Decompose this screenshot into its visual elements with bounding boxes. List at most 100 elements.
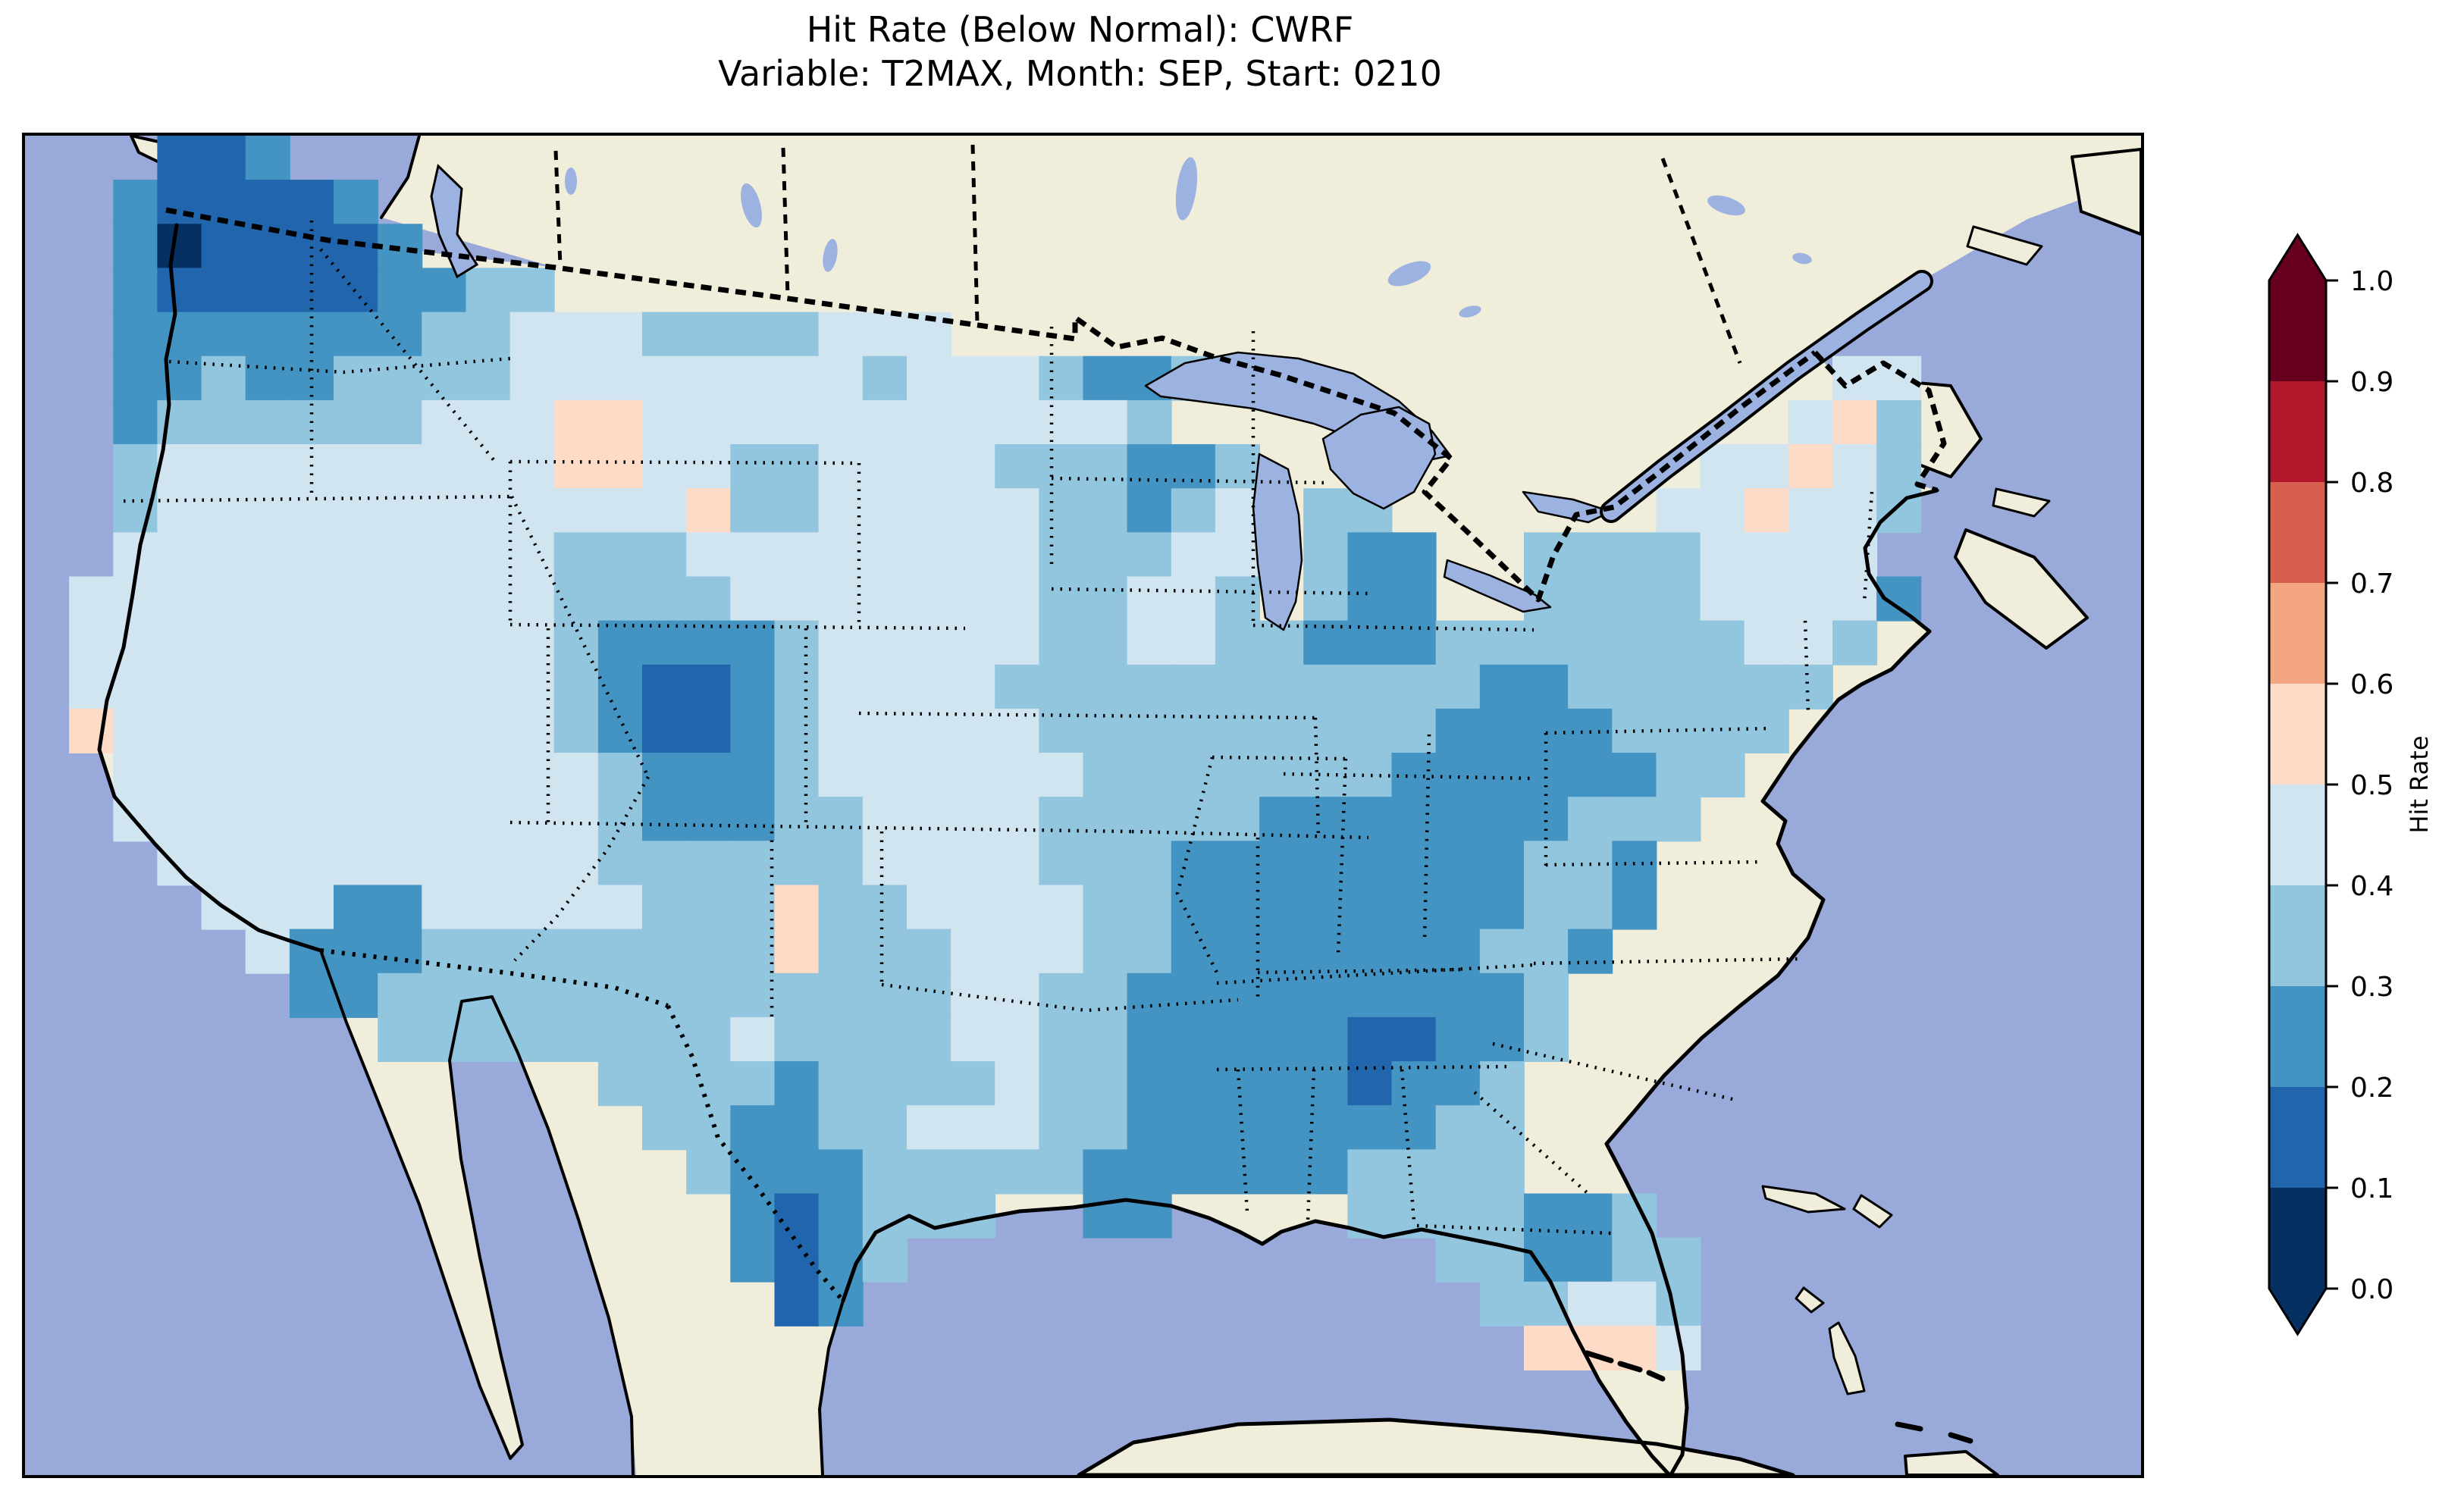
mesh-cell [1039, 532, 1084, 578]
mesh-cell [818, 355, 864, 401]
mesh-cell [1479, 753, 1525, 798]
mesh-cell [1524, 1325, 1569, 1370]
mesh-cell [1259, 1061, 1305, 1107]
lake-huron [1321, 406, 1437, 510]
mesh-cell [1039, 620, 1084, 666]
mesh-cell [157, 488, 202, 534]
mesh-cell [951, 1061, 996, 1107]
mesh-cell [289, 885, 334, 930]
mesh-cell [1303, 1149, 1349, 1195]
mesh-cell [1656, 797, 1701, 842]
mesh-cell [157, 753, 202, 798]
mesh-cell [466, 797, 511, 842]
canadian-lake [741, 183, 762, 228]
mesh-cell [1524, 929, 1569, 974]
mesh-cell [1215, 841, 1260, 886]
mesh-cell [1435, 1193, 1481, 1239]
mesh-cell [1568, 797, 1613, 842]
mesh-cell [1612, 664, 1657, 709]
mesh-cell [422, 444, 467, 490]
state-border [858, 711, 1316, 720]
mesh-cell [906, 532, 951, 578]
mesh-cell [289, 444, 334, 490]
mesh-cell [1744, 576, 1789, 622]
mesh-cell [113, 399, 158, 445]
mesh-cell [69, 620, 114, 666]
mesh-cell [1039, 885, 1084, 930]
mesh-cell [1435, 885, 1481, 930]
mesh-cell [1039, 488, 1084, 534]
mesh-cell [378, 268, 423, 313]
mesh-cell [509, 841, 555, 886]
mesh-cell [1568, 1237, 1613, 1283]
mesh-cell [1215, 620, 1260, 666]
mesh-cell [774, 1016, 820, 1062]
keys-islet [1617, 1361, 1643, 1373]
mesh-cell [862, 312, 908, 357]
mesh-cell [1039, 1149, 1084, 1195]
mesh-cell [378, 620, 423, 666]
mesh-cell [1832, 444, 1878, 490]
mesh-cell [289, 973, 334, 1018]
gulf-atlantic-coastline [841, 488, 1939, 1475]
province-border [553, 150, 563, 267]
mesh-cell [862, 973, 908, 1018]
mesh-cell [686, 1016, 732, 1062]
mesh-cell [1083, 797, 1128, 842]
mesh-cell [245, 312, 290, 357]
mesh-cell [378, 841, 423, 886]
mesh-cell [1435, 797, 1481, 842]
mesh-cell [1127, 841, 1172, 886]
keys-islet [1584, 1350, 1614, 1364]
mesh-cell [818, 532, 864, 578]
mesh-cell [995, 444, 1040, 490]
mesh-cell [201, 444, 246, 490]
mesh-cell [686, 885, 732, 930]
mesh-cell [1259, 708, 1305, 753]
mesh-cell [378, 532, 423, 578]
mesh-cell [113, 312, 158, 357]
mesh-cell [818, 1149, 864, 1195]
mesh-cell [466, 620, 511, 666]
mesh-cell [553, 399, 599, 445]
mesh-cell [201, 136, 246, 181]
mesh-cell [995, 1016, 1040, 1062]
mesh-cell [422, 1016, 467, 1062]
mesh-cell [245, 399, 290, 445]
mesh-cell [774, 1105, 820, 1151]
mesh-cell [1788, 576, 1833, 622]
mesh-cell [951, 1105, 996, 1151]
mesh-cell [1259, 1016, 1305, 1062]
mesh-cell [774, 576, 820, 622]
mesh-cell [157, 532, 202, 578]
mesh-cell [1524, 1016, 1569, 1062]
mesh-cell [157, 620, 202, 666]
mesh-cell [862, 1193, 908, 1239]
mesh-cell [1215, 929, 1260, 974]
bahamas-4 [1828, 1321, 1866, 1395]
mesh-cell [995, 753, 1040, 798]
mesh-cell [245, 620, 290, 666]
keys-islet [1895, 1421, 1923, 1432]
mesh-cell [1215, 708, 1260, 753]
mesh-cell [1171, 620, 1216, 666]
mesh-cell [245, 708, 290, 753]
mesh-cell [1700, 708, 1745, 753]
mesh-cell [201, 708, 246, 753]
mesh-cell [774, 664, 820, 709]
mesh-cell [730, 312, 776, 357]
mesh-cell [1435, 1237, 1481, 1283]
mesh-cell [378, 399, 423, 445]
mesh-cell [553, 355, 599, 401]
mesh-cell [862, 1105, 908, 1151]
colorbar-tick-label: 0.3 [2350, 972, 2393, 1003]
mesh-cell [1612, 753, 1657, 798]
mesh-cell [686, 399, 732, 445]
mesh-cell [1612, 620, 1657, 666]
mesh-cell [818, 488, 864, 534]
mesh-cell [1524, 664, 1569, 709]
prince-edward-island [1992, 487, 2051, 518]
mesh-cell [730, 885, 776, 930]
mesh-cell [951, 1149, 996, 1195]
